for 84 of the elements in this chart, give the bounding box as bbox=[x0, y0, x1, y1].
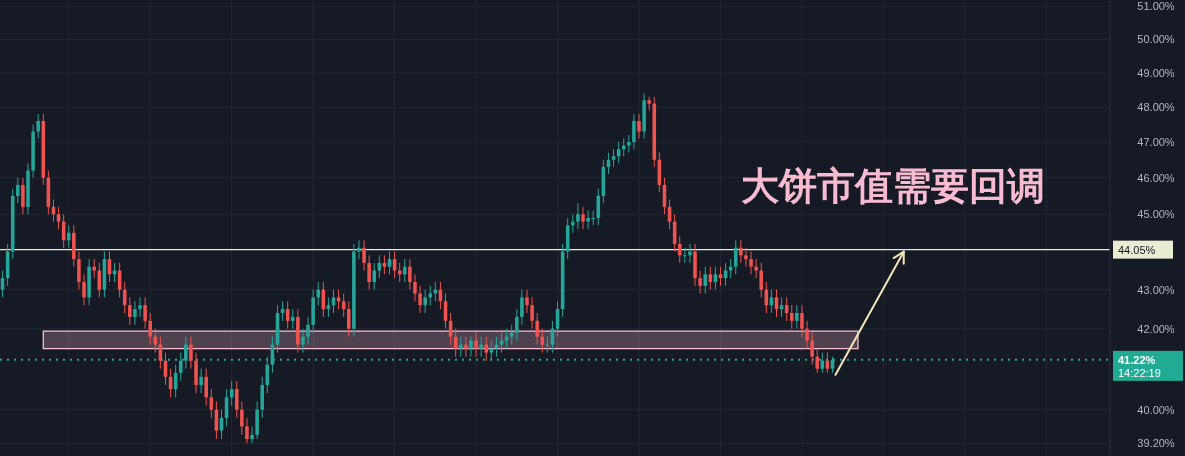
candlestick bbox=[479, 336, 483, 358]
candlestick bbox=[789, 304, 794, 330]
candlestick bbox=[484, 336, 489, 362]
candlestick bbox=[749, 251, 753, 275]
candlestick bbox=[520, 289, 524, 326]
y-tick-label: 45.00% bbox=[1137, 208, 1175, 221]
candlestick bbox=[234, 380, 239, 419]
candlestick bbox=[677, 236, 682, 264]
candlestick bbox=[535, 312, 539, 346]
candlestick bbox=[540, 328, 545, 354]
candlestick bbox=[515, 308, 519, 342]
candlestick bbox=[316, 281, 321, 306]
candlestick bbox=[189, 336, 193, 370]
candlestick bbox=[16, 177, 20, 204]
candlestick bbox=[459, 336, 463, 358]
candlestick bbox=[143, 296, 147, 330]
y-tick-label: 40.00% bbox=[1137, 403, 1175, 416]
ref-line-label: 41.22% bbox=[1118, 353, 1156, 366]
candlestick bbox=[805, 320, 809, 350]
candlestick bbox=[733, 239, 738, 275]
candlestick bbox=[576, 202, 580, 230]
candlestick bbox=[739, 239, 743, 264]
candlestick bbox=[413, 273, 417, 302]
candlestick bbox=[240, 400, 244, 436]
candlestick bbox=[347, 300, 351, 338]
candlestick bbox=[403, 258, 407, 283]
candlestick bbox=[571, 213, 575, 234]
candlestick bbox=[423, 289, 427, 314]
candlestick bbox=[77, 251, 81, 291]
candlestick bbox=[698, 270, 702, 295]
candlestick bbox=[204, 368, 208, 407]
candlestick bbox=[744, 247, 748, 268]
candlestick bbox=[509, 324, 514, 346]
y-tick-label: 50.00% bbox=[1137, 33, 1175, 46]
candlestick bbox=[250, 425, 254, 444]
candlestick bbox=[688, 243, 692, 264]
ref-line-label: 44.05% bbox=[1118, 243, 1156, 256]
candlestick bbox=[810, 332, 814, 366]
candlestick bbox=[800, 304, 804, 338]
y-tick-label: 51.00% bbox=[1137, 0, 1175, 13]
candlestick bbox=[66, 224, 71, 249]
candlestick bbox=[56, 206, 61, 230]
candlestick bbox=[596, 188, 601, 226]
y-tick-label: 46.00% bbox=[1137, 171, 1175, 184]
candlestick bbox=[469, 336, 473, 358]
candlestick bbox=[474, 332, 478, 358]
candlestick bbox=[199, 368, 203, 394]
candlestick bbox=[637, 113, 641, 140]
text: 14:22:19 bbox=[1118, 366, 1161, 379]
candlestick bbox=[82, 273, 86, 306]
candlestick bbox=[36, 113, 40, 140]
candlestick bbox=[759, 262, 763, 298]
annotation: 大饼市值需要回调 bbox=[741, 164, 1045, 208]
candlestick bbox=[290, 308, 295, 330]
candlestick bbox=[418, 285, 422, 314]
candlestick bbox=[128, 296, 132, 326]
candlestick bbox=[362, 239, 366, 271]
y-tick-label: 42.00% bbox=[1137, 322, 1175, 335]
candlestick bbox=[581, 206, 585, 230]
candlestick bbox=[372, 262, 377, 291]
y-tick-label: 47.00% bbox=[1137, 136, 1175, 149]
candlestick bbox=[525, 289, 529, 314]
candlestick bbox=[815, 348, 820, 374]
candlestick bbox=[408, 258, 412, 291]
y-tick-label: 39.20% bbox=[1137, 437, 1175, 450]
candlestick bbox=[367, 254, 371, 291]
y-tick-label: 43.00% bbox=[1137, 283, 1175, 296]
candlestick bbox=[306, 316, 310, 346]
candlestick bbox=[122, 281, 127, 314]
y-tick-label: 49.00% bbox=[1137, 66, 1175, 79]
y-tick-label: 48.00% bbox=[1137, 101, 1175, 114]
candlestick bbox=[148, 312, 152, 346]
candlestick bbox=[245, 417, 249, 444]
candlestick bbox=[795, 304, 799, 330]
candlestick bbox=[133, 300, 137, 326]
candlestick bbox=[683, 247, 687, 264]
candlestick bbox=[464, 336, 468, 358]
candlestick bbox=[703, 266, 707, 295]
candlestick bbox=[632, 113, 636, 150]
candlestick bbox=[301, 328, 305, 354]
candlestick bbox=[530, 296, 534, 330]
candlestick bbox=[21, 177, 25, 215]
candlestick bbox=[138, 296, 142, 318]
candlestick bbox=[357, 239, 361, 260]
